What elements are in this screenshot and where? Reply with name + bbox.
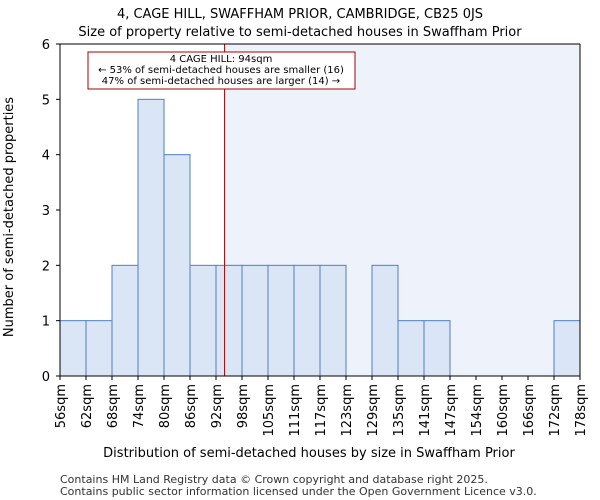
y-tick-label: 1 [42, 315, 50, 330]
chart-title: 4, CAGE HILL, SWAFFHAM PRIOR, CAMBRIDGE,… [117, 7, 483, 22]
bar-80sqm [163, 154, 191, 377]
x-tick-label: 117sqm [314, 384, 329, 437]
bar-135sqm [397, 320, 425, 377]
bar-172sqm [553, 320, 581, 377]
x-tick-label: 80sqm [158, 384, 173, 428]
x-tick-label: 166sqm [522, 384, 537, 437]
x-tick-label: 147sqm [444, 384, 459, 437]
bar-105sqm [267, 264, 295, 377]
x-tick-label: 154sqm [470, 384, 485, 437]
bar-74sqm [137, 98, 165, 377]
annotation-box [87, 51, 356, 90]
x-tick-label: 178sqm [574, 384, 589, 437]
x-tick-label: 172sqm [548, 384, 563, 437]
y-tick-label: 5 [42, 93, 50, 108]
chart-subtitle: Size of property relative to semi-detach… [78, 25, 522, 40]
x-tick-label: 141sqm [418, 384, 433, 437]
bar-56sqm [59, 320, 87, 377]
bar-62sqm [85, 320, 113, 377]
bar-68sqm [111, 264, 139, 377]
bar-111sqm [293, 264, 321, 377]
x-tick-label: 62sqm [80, 384, 95, 428]
footer-line-1: Contains HM Land Registry data © Crown c… [60, 473, 488, 486]
x-axis-title: Distribution of semi-detached houses by … [103, 446, 515, 461]
bar-92sqm [215, 264, 243, 377]
y-tick-label: 3 [42, 204, 50, 219]
y-tick-label: 2 [42, 259, 50, 274]
bar-129sqm [371, 264, 399, 377]
x-tick-label: 105sqm [262, 384, 277, 437]
x-tick-label: 135sqm [392, 384, 407, 437]
x-tick-label: 160sqm [496, 384, 511, 437]
footer-line-2: Contains public sector information licen… [60, 485, 537, 498]
annotation-larger: 47% of semi-detached houses are larger (… [102, 76, 340, 87]
x-tick-label: 129sqm [366, 384, 381, 437]
x-tick-label: 68sqm [106, 384, 121, 428]
x-tick-label: 111sqm [288, 384, 303, 437]
x-tick-label: 86sqm [184, 384, 199, 428]
x-tick-label: 74sqm [132, 384, 147, 428]
x-tick-label: 98sqm [236, 384, 251, 428]
bar-98sqm [241, 264, 269, 377]
x-tick-label: 56sqm [54, 384, 69, 428]
annotation-title: 4 CAGE HILL: 94sqm [170, 54, 273, 65]
y-axis-title: Number of semi-detached properties [2, 97, 17, 337]
bar-141sqm [423, 320, 451, 377]
y-tick-label: 4 [42, 149, 50, 164]
x-tick-label: 92sqm [210, 384, 225, 428]
y-tick-label: 6 [42, 38, 50, 53]
annotation-smaller: ← 53% of semi-detached houses are smalle… [98, 65, 344, 76]
bar-117sqm [319, 264, 347, 377]
y-tick-label: 0 [42, 370, 50, 385]
x-tick-label: 123sqm [340, 384, 355, 437]
bar-86sqm [189, 264, 217, 377]
